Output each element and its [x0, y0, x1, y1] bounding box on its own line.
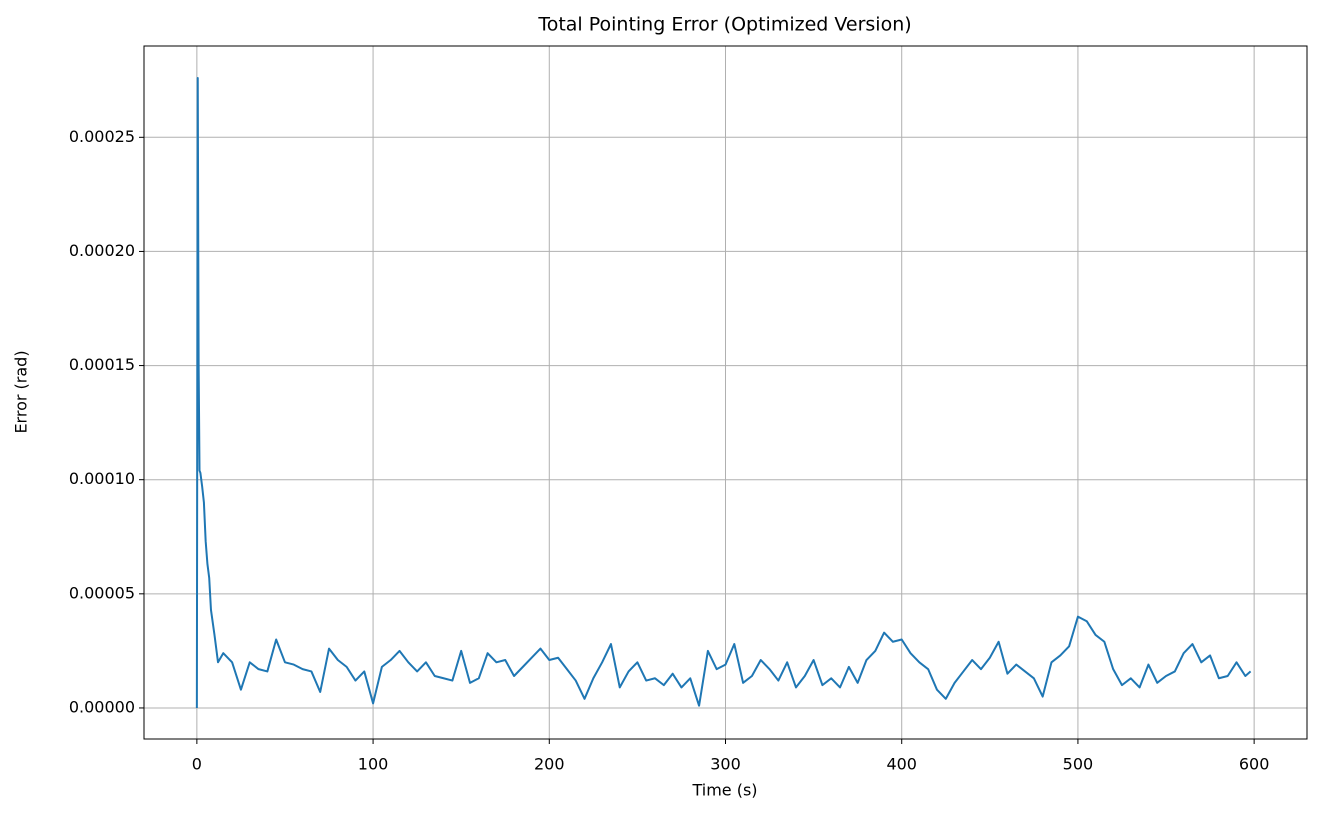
y-tick-label: 0.00010: [69, 469, 135, 488]
plot-frame: [143, 45, 1308, 740]
y-tick-label: 0.00025: [69, 127, 135, 146]
y-tick-label: 0.00000: [69, 697, 135, 716]
y-tick-label: 0.00015: [69, 355, 135, 374]
x-tick-label: 200: [534, 755, 565, 774]
x-tick-label: 0: [192, 755, 202, 774]
x-tick-label: 600: [1239, 755, 1270, 774]
chart-title: Total Pointing Error (Optimized Version): [537, 14, 911, 36]
data-line: [195, 76, 1252, 708]
y-tick-label: 0.00020: [69, 241, 135, 260]
y-tick-label: 0.00005: [69, 583, 135, 602]
x-tick-label: 500: [1063, 755, 1094, 774]
x-tick-label: 100: [358, 755, 389, 774]
x-tick-label: 400: [886, 755, 917, 774]
y-axis-label: Error (rad): [12, 350, 31, 433]
x-axis-label: Time (s): [691, 781, 757, 800]
x-tick-label: 300: [710, 755, 741, 774]
